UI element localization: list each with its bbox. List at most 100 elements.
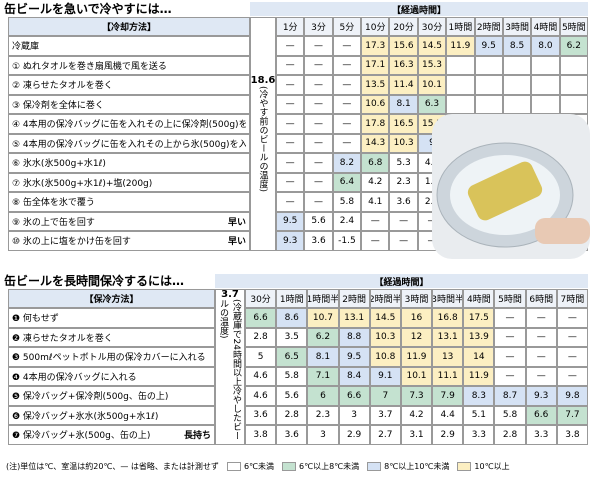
data-cell: — xyxy=(304,75,333,95)
legend-swatch xyxy=(282,461,297,471)
data-cell xyxy=(474,55,503,75)
data-cell: 9.3 xyxy=(276,231,305,251)
legend-label: 6℃未満 xyxy=(243,461,275,471)
row-label: ❹ 4本用の保冷バッグに入れる xyxy=(8,366,215,386)
side-label: 3.7 (冷蔵庫で24時間以上冷やしたビールの温度) xyxy=(215,289,245,445)
time-header: 【経過時間】 xyxy=(215,274,588,288)
data-cell: 6.6 xyxy=(338,386,370,406)
data-cell: 6.8 xyxy=(361,153,390,173)
data-cell: 9.5 xyxy=(338,347,370,367)
data-cell: 16.8 xyxy=(432,308,464,328)
data-cell: — xyxy=(304,192,333,212)
column-header: 1時間半 xyxy=(307,289,339,308)
data-cell: 6 xyxy=(307,386,339,406)
row-text: 冷蔵庫 xyxy=(12,42,40,53)
data-cell: 10.8 xyxy=(369,347,401,367)
data-cell: 6.2 xyxy=(559,36,588,56)
row-label: ⑧ 缶全体を氷で覆う xyxy=(8,192,250,212)
data-cell: 17.3 xyxy=(361,36,390,56)
data-cell: — xyxy=(361,231,390,251)
row-label: ② 凍らせたタオルを巻く xyxy=(8,75,250,95)
data-cell xyxy=(559,55,588,75)
row-label: ③ 保冷剤を全体に巻く xyxy=(8,94,250,114)
column-header: 3時間 xyxy=(502,17,532,36)
data-cell: 3.7 xyxy=(369,405,401,425)
data-cell: 9.5 xyxy=(474,36,503,56)
row-text: ⑦ 氷水(氷500g+水1ℓ)+塩(200g) xyxy=(12,178,153,189)
row-text: ② 凍らせたタオルを巻く xyxy=(12,81,113,92)
column-header: 5時間 xyxy=(494,289,526,308)
legend-item: 6℃未満 xyxy=(226,461,275,472)
data-cell: — xyxy=(276,55,305,75)
legend-label: 8℃以上10℃未満 xyxy=(384,461,450,471)
section-title: 缶ビールを長時間保冷するには… xyxy=(4,273,185,288)
data-cell: 3.6 xyxy=(245,405,277,425)
row-text: ③ 保冷剤を全体に巻く xyxy=(12,100,104,111)
data-cell: — xyxy=(276,192,305,212)
legend-swatch xyxy=(367,461,382,471)
data-cell: 3.6 xyxy=(304,231,333,251)
data-cell: 16.5 xyxy=(389,114,418,134)
data-cell: 3.5 xyxy=(276,327,308,347)
data-cell: — xyxy=(276,75,305,95)
row-label: ④ 4本用の保冷バッグに缶を入れその上に保冷剤(500g)を置く xyxy=(8,114,250,134)
legend-item: 10℃以上 xyxy=(457,461,510,472)
data-cell: 3.1 xyxy=(400,425,433,445)
legend-swatch xyxy=(457,461,472,471)
data-cell: 7.1 xyxy=(307,366,339,386)
data-cell xyxy=(474,94,503,114)
row-label: ❷ 凍らせたタオルを巻く xyxy=(8,327,215,347)
section-title: 缶ビールを急いで冷やすには… xyxy=(4,1,172,16)
data-cell: 2.3 xyxy=(307,405,339,425)
column-header: 7時間 xyxy=(556,289,588,308)
column-header: 10分 xyxy=(361,17,390,36)
column-header: 1時間 xyxy=(446,17,475,36)
data-cell: — xyxy=(276,153,305,173)
data-cell: 3 xyxy=(307,425,339,445)
data-cell: 7.3 xyxy=(400,386,433,406)
data-cell: — xyxy=(525,366,557,386)
data-cell: 4.1 xyxy=(361,192,390,212)
data-cell xyxy=(446,75,475,95)
data-cell: 13 xyxy=(432,347,464,367)
data-cell: 15.6 xyxy=(389,36,418,56)
data-cell xyxy=(559,75,588,95)
row-label: ❶ 何もせず xyxy=(8,308,215,328)
row-text: ❼ 保冷バッグ+氷(500g、缶の上) xyxy=(12,431,151,442)
data-cell: 8.8 xyxy=(338,327,370,347)
data-cell: 10.1 xyxy=(417,75,447,95)
data-cell: 2.9 xyxy=(338,425,370,445)
data-cell: 2.9 xyxy=(432,425,464,445)
data-cell: 11.9 xyxy=(400,347,433,367)
data-cell: 9.8 xyxy=(556,386,588,406)
data-cell: — xyxy=(304,36,333,56)
data-cell: — xyxy=(525,347,557,367)
data-cell: 7.9 xyxy=(432,386,464,406)
data-cell: — xyxy=(276,172,305,192)
data-cell: 4.4 xyxy=(432,405,464,425)
data-cell: — xyxy=(525,308,557,328)
row-label: 冷蔵庫 xyxy=(8,36,250,56)
data-cell: 8.5 xyxy=(502,36,532,56)
data-cell: — xyxy=(304,133,333,153)
row-label: ⑤ 4本用の保冷バッグに缶を入れその上から氷(500g)を入れる xyxy=(8,133,250,153)
data-cell xyxy=(446,94,475,114)
data-cell: 8.3 xyxy=(463,386,495,406)
data-cell: 11.4 xyxy=(389,75,418,95)
row-label: ❺ 保冷バッグ+保冷剤(500g、缶の上) xyxy=(8,386,215,406)
row-text: ⑧ 缶全体を氷で覆う xyxy=(12,198,95,209)
row-badge: 早い xyxy=(227,237,246,248)
data-cell xyxy=(446,55,475,75)
data-cell: 8.1 xyxy=(307,347,339,367)
data-cell: 5 xyxy=(245,347,277,367)
row-text: ⑤ 4本用の保冷バッグに缶を入れその上から氷(500g)を入れる xyxy=(12,139,246,150)
data-cell: -1.5 xyxy=(332,231,362,251)
data-cell: 4.2 xyxy=(361,172,390,192)
data-cell: — xyxy=(332,94,362,114)
row-text: ❻ 保冷バッグ+氷水(氷500g+水1ℓ) xyxy=(12,411,159,422)
legend-item: 8℃以上10℃未満 xyxy=(367,461,449,472)
data-cell: 13.5 xyxy=(361,75,390,95)
data-cell: 4.2 xyxy=(400,405,433,425)
data-cell: 2.7 xyxy=(369,425,401,445)
data-cell: 2.8 xyxy=(245,327,277,347)
